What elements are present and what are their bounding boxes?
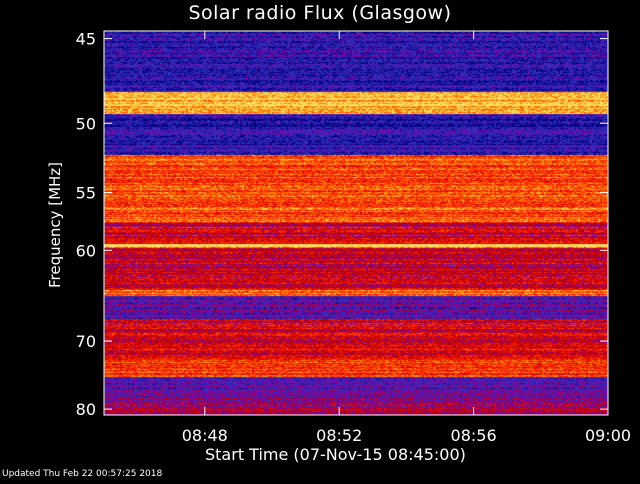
x-axis-label: Start Time (07-Nov-15 08:45:00) bbox=[205, 445, 466, 464]
y-tick-label: 45 bbox=[76, 30, 96, 49]
axis-ticks: 45 50 55 60 70 80 08:48 08:52 08:56 09:00 bbox=[76, 30, 631, 445]
y-tick-label: 55 bbox=[76, 184, 96, 203]
heatmap-raster bbox=[104, 31, 608, 415]
x-tick-label: 09:00 bbox=[585, 426, 631, 445]
y-tick-label: 70 bbox=[76, 332, 96, 351]
y-axis-label: Frequency [MHz] bbox=[46, 161, 64, 289]
x-tick-label: 08:48 bbox=[182, 426, 228, 445]
x-tick-label: 08:56 bbox=[451, 426, 497, 445]
y-tick-label: 60 bbox=[76, 241, 96, 260]
chart-title: Solar radio Flux (Glasgow) bbox=[188, 2, 452, 24]
heatmap-image bbox=[104, 31, 608, 415]
y-tick-label: 50 bbox=[76, 114, 96, 133]
updated-timestamp: Updated Thu Feb 22 00:57:25 2018 bbox=[2, 469, 163, 479]
x-tick-label: 08:52 bbox=[316, 426, 362, 445]
plot-frame bbox=[103, 30, 609, 416]
y-tick-label: 80 bbox=[76, 400, 96, 419]
